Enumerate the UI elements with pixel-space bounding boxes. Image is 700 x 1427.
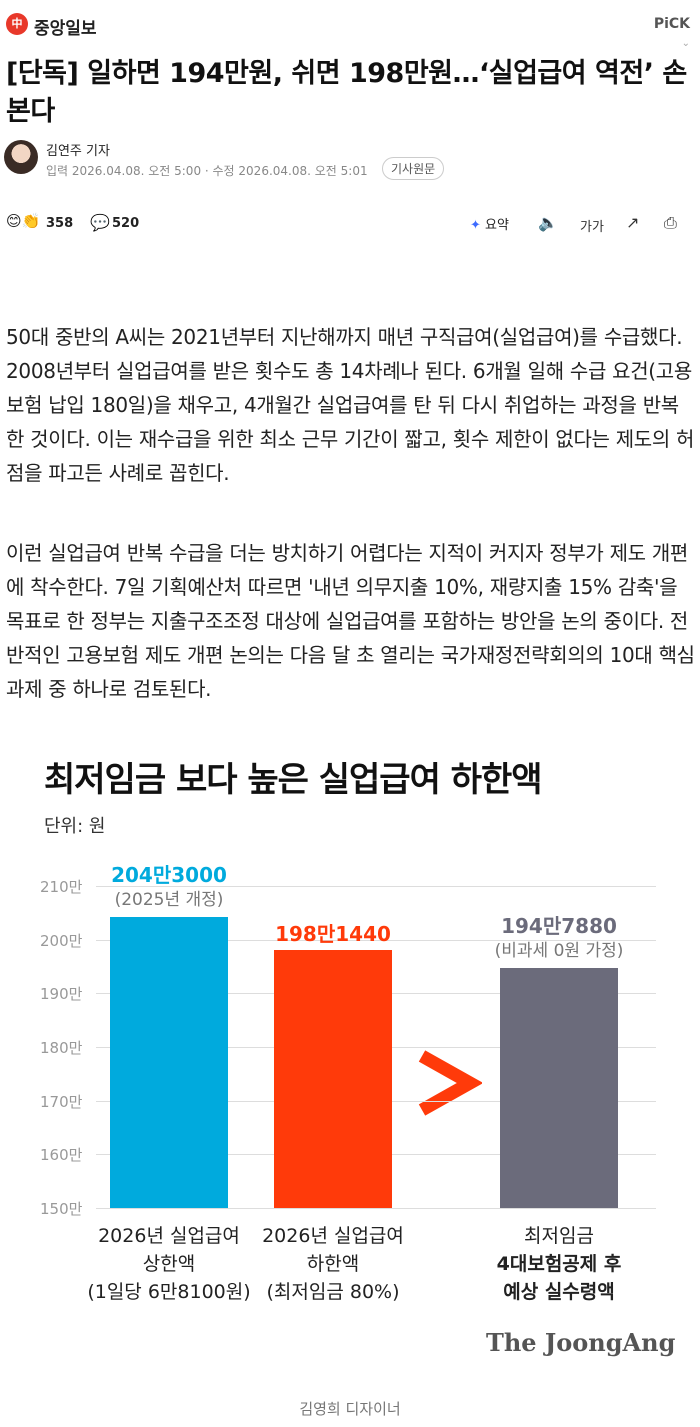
byline: 김연주 기자 입력 2026.04.08. 오전 5:00 · 수정 2026.… bbox=[0, 138, 700, 183]
press-logo-icon[interactable]: 中 bbox=[6, 13, 28, 35]
reporter-name[interactable]: 김연주 기자 bbox=[46, 144, 110, 159]
bar bbox=[274, 949, 392, 1208]
article-action-bar: 😊👏 358 💬 520 ✦ 요약 🔈 가가 ↗ ⎙ bbox=[0, 210, 700, 240]
category-label-line: 최저임금 bbox=[524, 1225, 594, 1247]
summary-button[interactable]: ✦ 요약 bbox=[470, 214, 509, 233]
category-label-line: 하한액 bbox=[306, 1253, 360, 1275]
bar-value-label: 194만7880 bbox=[501, 913, 617, 938]
article-paragraph: 50대 중반의 A씨는 2021년부터 지난해까지 매년 구직급여(실업급여)를… bbox=[6, 325, 695, 485]
bar-value-label: 204만3000 bbox=[111, 862, 227, 887]
chart-unit: 단위: 원 bbox=[44, 816, 106, 837]
reaction-emoji-icon: 😊👏 bbox=[6, 212, 41, 230]
category-label-line: 예상 실수령액 bbox=[503, 1281, 615, 1303]
y-tick-label: 160만 bbox=[40, 1146, 83, 1165]
reaction-count: 358 bbox=[46, 216, 74, 231]
share-icon[interactable]: ↗ bbox=[626, 213, 640, 232]
bar-sub-label: (비과세 0원 가정) bbox=[494, 940, 624, 961]
reaction-button[interactable]: 😊👏 bbox=[6, 212, 40, 230]
y-tick-label: 150만 bbox=[40, 1200, 83, 1218]
font-size-button[interactable]: 가가 bbox=[580, 220, 604, 235]
y-tick-label: 210만 bbox=[40, 878, 83, 896]
y-tick-label: 170만 bbox=[40, 1092, 83, 1111]
original-article-button[interactable]: 기사원문 bbox=[382, 157, 445, 180]
category-label-line: 상한액 bbox=[142, 1253, 196, 1275]
bar-sub-label: (2025년 개정) bbox=[114, 889, 224, 910]
image-credit: 김영희 디자이너 bbox=[299, 1400, 401, 1418]
comment-icon[interactable]: 💬 bbox=[90, 213, 110, 232]
category-label-line: (최저임금 80%) bbox=[266, 1281, 400, 1303]
gridline bbox=[96, 939, 656, 941]
top-bar: 中 중앙일보 PiCK ⌄ bbox=[0, 0, 700, 50]
category-label-line: 4대보험공제 후 bbox=[496, 1253, 622, 1275]
reporter-avatar[interactable] bbox=[4, 140, 38, 174]
pick-expand-icon[interactable]: ⌄ bbox=[681, 38, 690, 49]
article-dates: 입력 2026.04.08. 오전 5:00 · 수정 2026.04.08. … bbox=[46, 164, 368, 178]
comment-count[interactable]: 520 bbox=[112, 216, 140, 231]
bar bbox=[500, 967, 618, 1208]
gridline bbox=[96, 1208, 656, 1209]
summary-icon: ✦ bbox=[470, 218, 481, 233]
brand-logo: The JoongAng bbox=[486, 1328, 676, 1357]
bar-chart-image: 최저임금 보다 높은 실업급여 하한액 단위: 원 The JoongAng 2… bbox=[0, 750, 700, 1370]
category-label-line: (1일당 6만8100원) bbox=[87, 1281, 251, 1303]
chart-title: 최저임금 보다 높은 실업급여 하한액 bbox=[44, 760, 543, 800]
y-tick-label: 180만 bbox=[40, 1039, 83, 1057]
bar-value-label: 198만1440 bbox=[275, 921, 391, 946]
pick-badge[interactable]: PiCK bbox=[653, 16, 690, 32]
speaker-icon[interactable]: 🔈 bbox=[538, 213, 558, 232]
print-icon[interactable]: ⎙ bbox=[664, 213, 677, 232]
greater-than-icon bbox=[418, 1050, 482, 1116]
summary-label: 요약 bbox=[485, 218, 509, 233]
category-label-line: 2026년 실업급여 bbox=[262, 1225, 404, 1247]
category-label-line: 2026년 실업급여 bbox=[98, 1225, 240, 1247]
bar bbox=[110, 916, 228, 1208]
gridline bbox=[96, 886, 656, 887]
article-paragraph: 이런 실업급여 반복 수급을 더는 방치하기 어렵다는 지적이 커지자 정부가 … bbox=[6, 541, 695, 701]
article-headline: [단독] 일하면 194만원, 쉬면 198만원…‘실업급여 역전’ 손본다 bbox=[6, 58, 687, 127]
y-tick-label: 190만 bbox=[40, 985, 83, 1004]
y-tick-label: 200만 bbox=[40, 931, 83, 950]
press-name[interactable]: 중앙일보 bbox=[34, 19, 97, 39]
